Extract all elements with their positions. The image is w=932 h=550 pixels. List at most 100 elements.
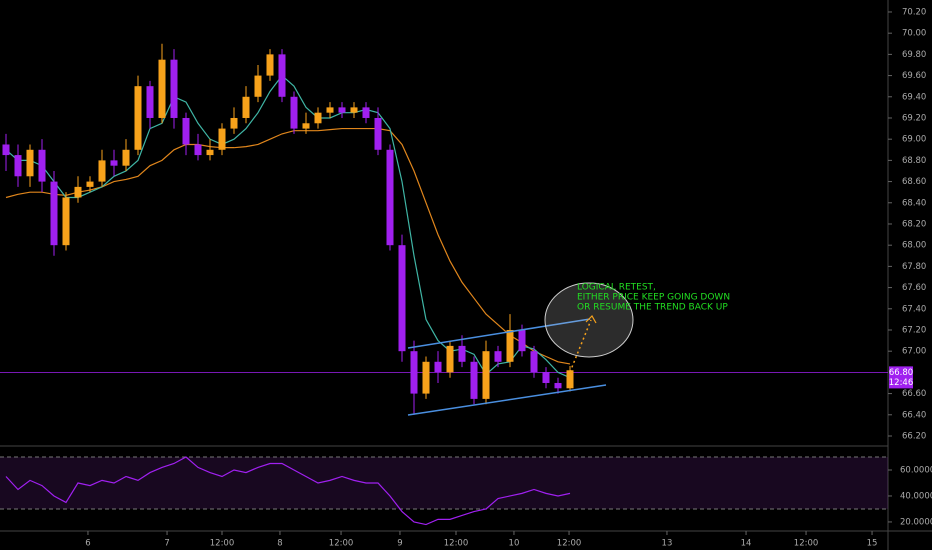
moving-average <box>5 74 571 379</box>
x-tick-label: 12:00 <box>444 539 469 549</box>
candle-body <box>374 117 382 150</box>
candle-body <box>122 149 130 166</box>
y-tick-label: 67.40 <box>902 304 926 314</box>
x-tick-label: 7 <box>164 539 169 549</box>
y-tick-label: 67.00 <box>902 347 926 357</box>
candle-body <box>2 144 10 156</box>
projection-arrow <box>569 319 592 373</box>
candle-body <box>26 149 34 177</box>
candle-body <box>350 107 358 113</box>
channel-lower <box>407 384 607 416</box>
x-tick-label: 10 <box>509 539 520 549</box>
candle-body <box>278 54 286 97</box>
candle-body <box>50 181 58 246</box>
rsi-line <box>5 456 571 526</box>
y-tick-label: 69.20 <box>902 113 926 123</box>
x-tick-label: 12:00 <box>794 539 819 549</box>
candle-body <box>110 160 118 166</box>
rsi-y-tick-label: 20.0000 <box>900 517 932 527</box>
highlight-ellipse <box>544 282 634 358</box>
candle-body <box>506 329 514 362</box>
rsi-y-tick-label: 40.0000 <box>900 491 932 501</box>
y-tick-label: 68.80 <box>902 156 926 166</box>
y-tick-label: 66.20 <box>902 431 926 441</box>
y-tick-label: 69.00 <box>902 135 926 145</box>
x-tick-label: 6 <box>85 539 90 549</box>
candle-body <box>14 155 22 177</box>
rsi-y-tick-label: 60.0000 <box>900 465 932 475</box>
candle-body <box>338 107 346 113</box>
candle-body <box>98 160 106 182</box>
y-tick-label: 66.60 <box>902 389 926 399</box>
y-tick-label: 67.80 <box>902 262 926 272</box>
arrow-head <box>585 315 597 324</box>
channel-upper <box>407 318 591 349</box>
y-tick-label: 68.60 <box>902 177 926 187</box>
candle-body <box>38 149 46 182</box>
y-tick-label: 66.40 <box>902 410 926 420</box>
last-price-time: 12:46 <box>889 378 914 388</box>
x-tick-label: 15 <box>867 539 878 549</box>
x-tick-label: 12:00 <box>557 539 582 549</box>
candle-body <box>206 149 214 156</box>
candle-body <box>410 351 418 394</box>
last-price-box <box>889 366 913 389</box>
candle-body <box>242 96 250 118</box>
y-tick-label: 69.80 <box>902 50 926 60</box>
marks: 66.20 66.40 66.60 67.00 67.20 67.40 67.60 67.80… <box>0 7 932 549</box>
candle-body <box>302 123 310 129</box>
candle-body <box>554 382 562 389</box>
x-tick-label: 12:00 <box>210 539 235 549</box>
y-tick-label: 68.20 <box>902 219 926 229</box>
candle-body <box>134 86 142 150</box>
candle-body <box>434 361 442 373</box>
candle-body <box>518 329 526 352</box>
annotation-line: EITHER PRICE KEEP GOING DOWN <box>577 293 730 303</box>
candle-body <box>266 54 274 76</box>
candle-body <box>146 86 154 118</box>
x-tick-label: 13 <box>662 539 673 549</box>
x-tick-label: 9 <box>397 539 402 549</box>
candle-body <box>290 96 298 129</box>
candle-body <box>482 351 490 399</box>
y-tick-label: 70.00 <box>902 29 926 39</box>
candle-body <box>386 149 394 246</box>
candle-body <box>458 345 466 362</box>
candle-body <box>62 197 70 246</box>
candle-body <box>170 59 178 118</box>
candle-body <box>446 345 454 373</box>
x-tick-label: 8 <box>277 539 282 549</box>
y-tick-label: 70.20 <box>902 7 926 17</box>
y-tick-label: 69.40 <box>902 92 926 102</box>
candle-body <box>182 117 190 145</box>
candle-body <box>470 361 478 399</box>
y-tick-label: 68.40 <box>902 198 926 208</box>
x-tick-label: 12:00 <box>329 539 354 549</box>
candle-body <box>530 351 538 373</box>
x-tick-label: 14 <box>741 539 752 549</box>
candle-body <box>86 181 94 187</box>
candle-body <box>314 112 322 124</box>
candle-body <box>362 107 370 118</box>
candle-body <box>254 75 262 97</box>
last-price-label: 66.80 <box>889 368 913 378</box>
candle-body <box>194 144 202 156</box>
y-tick-label: 67.60 <box>902 283 926 293</box>
candle-body <box>74 186 82 198</box>
candle-body <box>494 351 502 362</box>
candle-body <box>230 117 238 129</box>
candle-body <box>398 245 406 352</box>
annotation-line: LOGICAL RETEST, <box>577 283 656 293</box>
annotation-line: OR RESUME THE TREND BACK UP <box>577 303 728 313</box>
y-tick-label: 69.60 <box>902 71 926 81</box>
candle-body <box>542 372 550 383</box>
candle-body <box>218 128 226 150</box>
candle-body <box>326 107 334 113</box>
candle-body <box>422 361 430 394</box>
candle-body <box>566 370 574 389</box>
candle-body <box>158 59 166 118</box>
rsi-band-fill <box>0 457 888 509</box>
y-tick-label: 68.00 <box>902 241 926 251</box>
